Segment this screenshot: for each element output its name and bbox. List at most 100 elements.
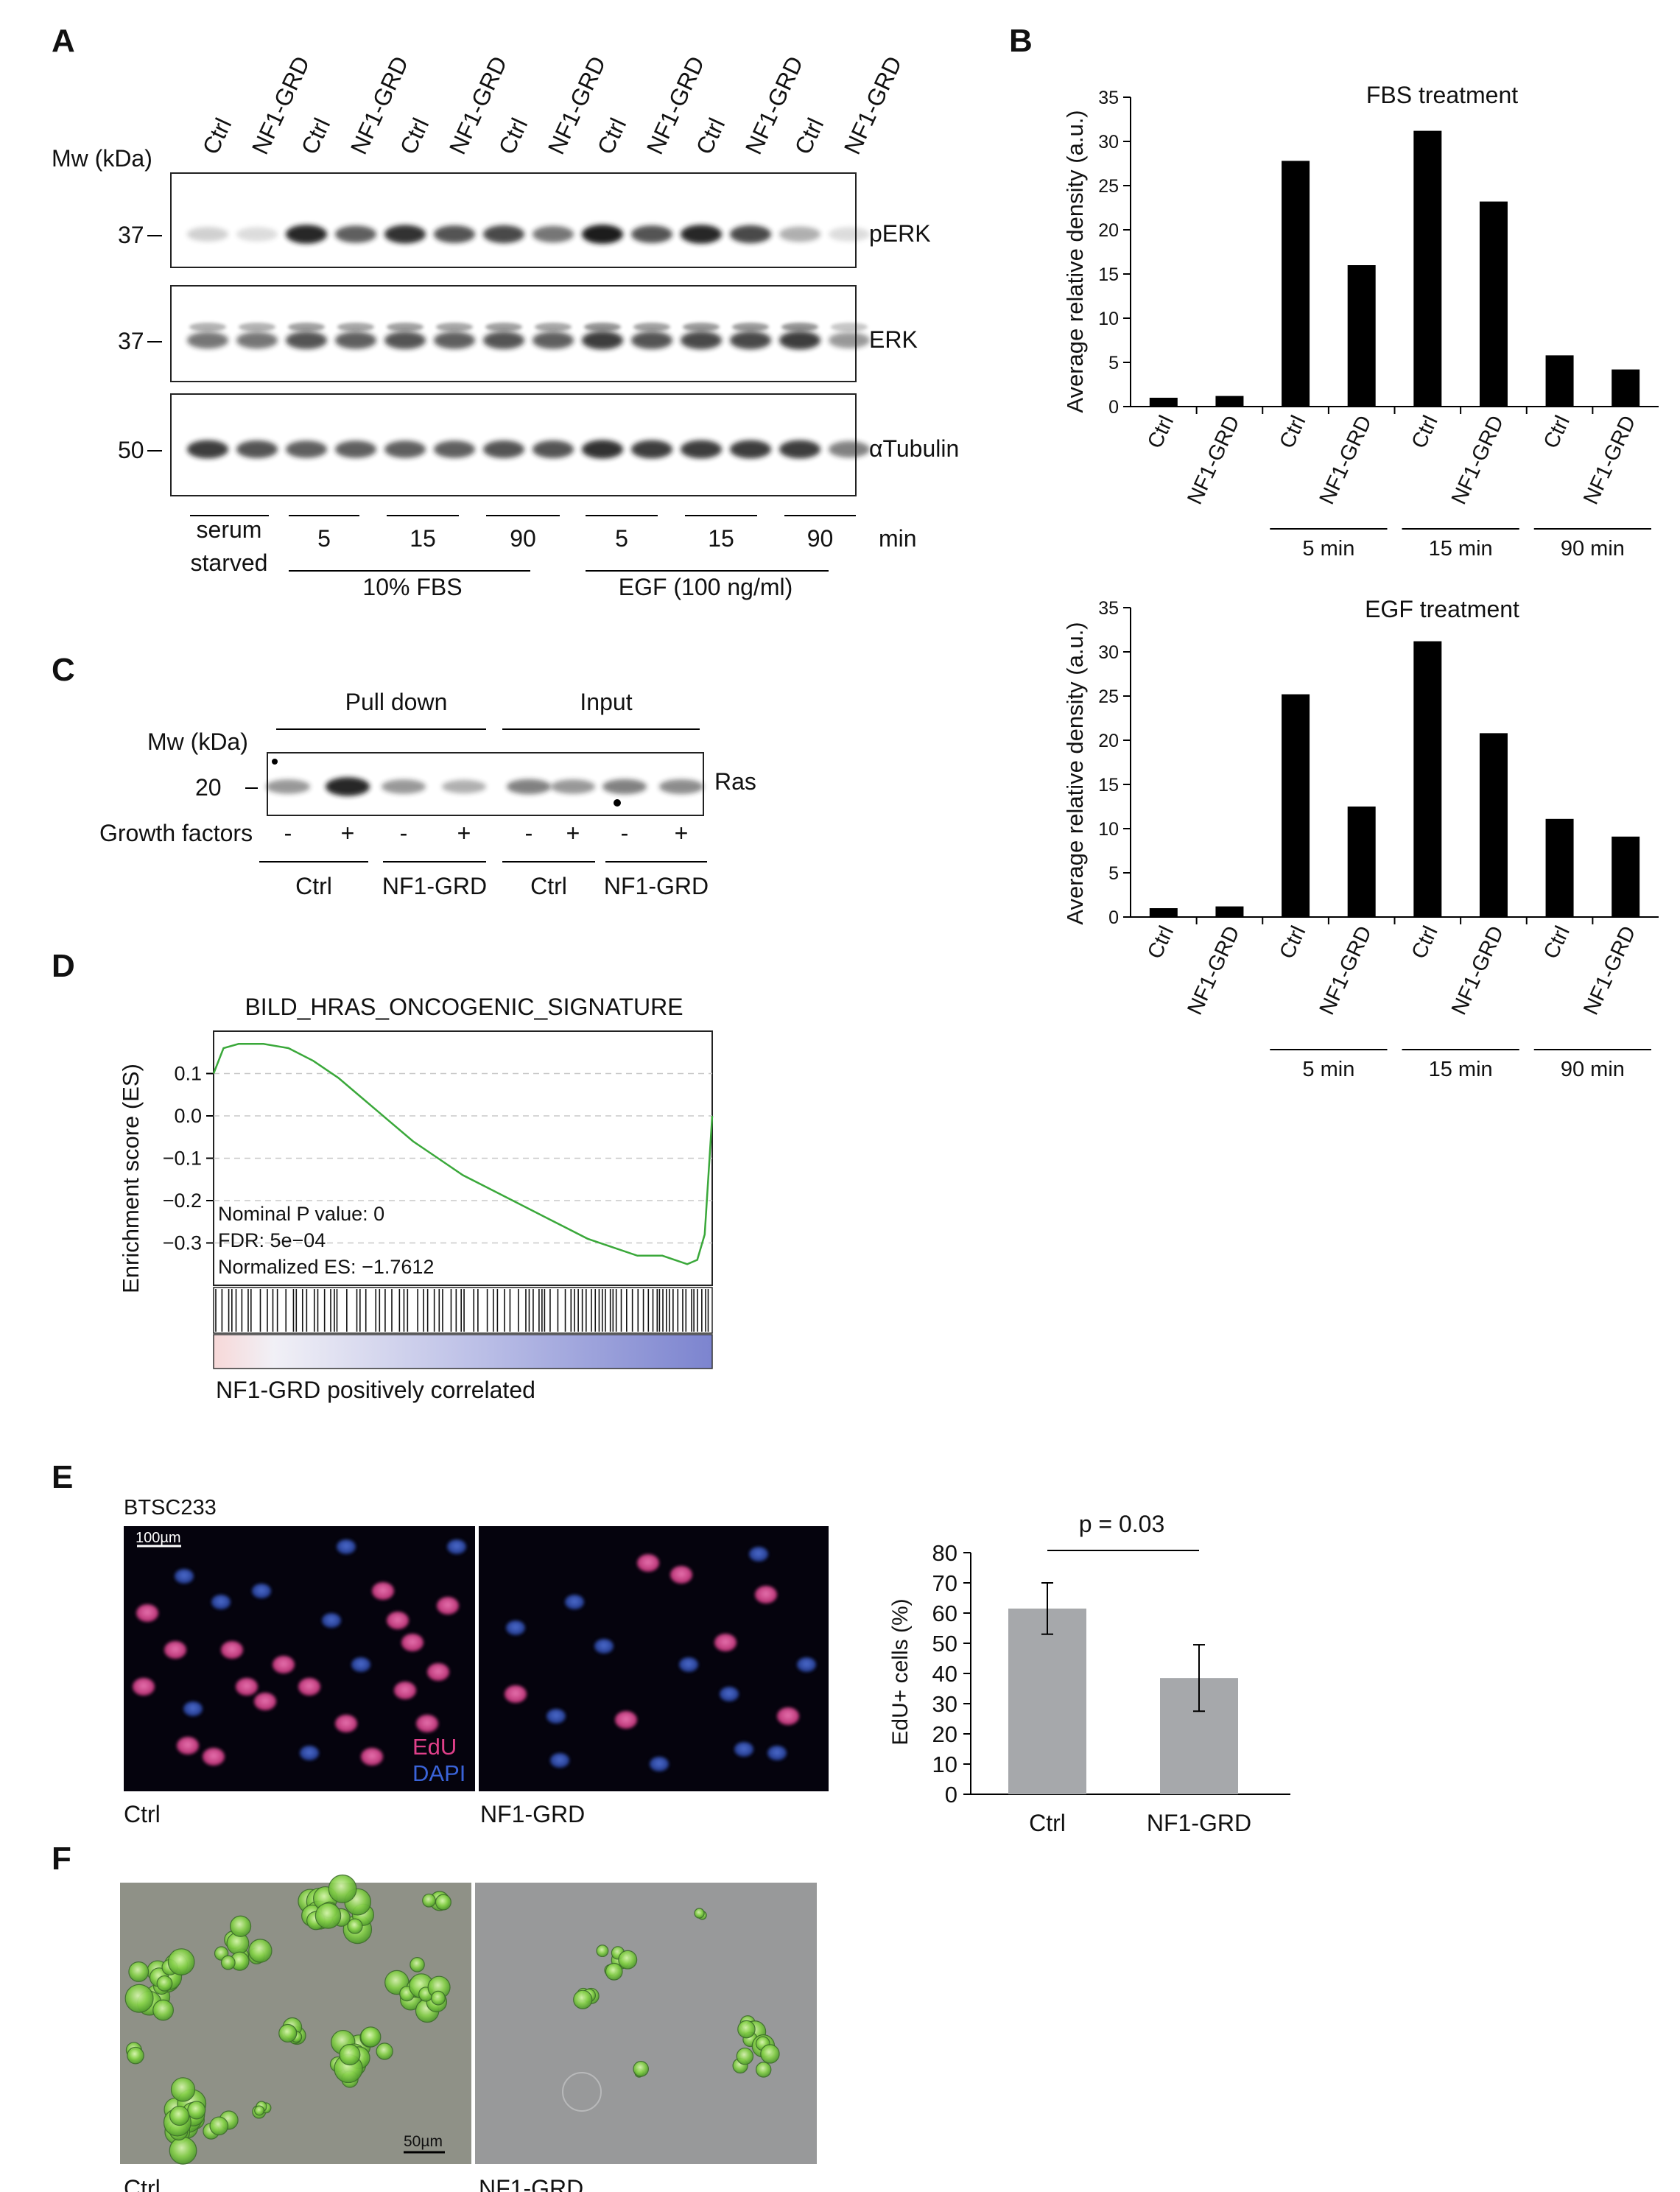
band-upper [535,323,572,331]
time-unit-a: min [879,525,917,552]
sphere-cell [573,1989,593,2009]
panel-letter-c: C [52,652,75,688]
neurosphere-clusters [124,1875,780,2165]
band [779,331,820,350]
group-label: NF1-GRD [382,873,487,899]
y-tick-label: 20 [1098,731,1119,751]
band [326,777,370,796]
band-upper [436,323,473,331]
enrichment-curve [212,1043,714,1265]
dapi-nucleus [749,1547,768,1562]
edu-nucleus [401,1634,423,1651]
edu-nucleus [437,1597,459,1615]
sphere-cell [422,1893,436,1908]
band-upper [683,323,720,331]
edu-nucleus [755,1586,777,1603]
panel-d: D BILD_HRAS_ONCOGENIC_SIGNATURE Enrichme… [52,948,714,1403]
sphere-cell [736,2047,754,2065]
panel-letter-f: F [52,1841,71,1877]
gf-sign: - [525,820,533,846]
edu-nucleus [221,1641,243,1659]
band [582,225,623,244]
time-label: 15 [708,525,734,552]
image-label-ctrl-e: Ctrl [124,1801,161,1827]
edu-nucleus [203,1748,225,1766]
x-tick-label: NF1-GRD [1447,412,1508,507]
dapi-nucleus [252,1584,271,1598]
y-tick-label: 20 [1098,220,1119,241]
band [483,331,524,349]
dapi-nucleus [322,1613,341,1628]
band [483,440,524,458]
band [602,779,647,795]
x-tick-label: Ctrl [1539,412,1575,452]
dapi-nucleus [767,1746,787,1760]
dapi-nucleus [550,1753,569,1768]
band-upper [633,323,670,331]
band [533,331,574,349]
band [829,227,870,242]
pulldown-groups: Ctrl NF1-GRD Ctrl NF1-GRD [259,861,709,899]
sphere-cell [124,1984,154,2013]
y-tick-label: 50 [932,1631,957,1657]
edu-nucleus [335,1715,357,1732]
gsea-stat-pvalue: Nominal P value: 0 [218,1203,384,1225]
bar [1149,398,1178,407]
x-tick-label: Ctrl [1275,412,1310,452]
sphere-cell [254,2105,265,2116]
barcode-frame [213,1287,713,1334]
mw-marker: 37 [118,328,144,354]
dapi-nucleus [797,1657,816,1672]
sphere-cell [760,2044,780,2064]
time-label: 90 [510,525,536,552]
band [582,440,623,459]
edu-nucleus [236,1678,258,1696]
bar [1413,130,1442,407]
dapi-nucleus [211,1595,231,1609]
band [266,779,310,794]
band [829,440,870,458]
band [384,440,426,458]
dapi-nucleus [594,1639,614,1654]
x-tick-label: NF1-GRD [1315,412,1377,507]
band [829,332,870,348]
edu-nucleus [387,1612,409,1629]
gf-sign: - [400,820,408,846]
band [631,440,672,459]
band [187,440,228,459]
sphere-cell [328,1875,357,1903]
x-tick-label: NF1-GRD [1183,922,1244,1018]
section-label-pulldown: Pull down [345,689,448,715]
bar [1282,694,1310,917]
lane-label: Ctrl [592,114,632,158]
band-upper [485,323,522,331]
edu-nucleus [615,1711,637,1729]
sphere-cell [314,1903,342,1929]
edu-nucleus [394,1682,416,1699]
y-tick-label: 35 [1098,88,1119,108]
sphere-cell [339,2044,361,2066]
edu-nucleus [505,1685,527,1703]
band [551,779,595,794]
sphere-cell [633,2061,649,2077]
band [483,225,524,244]
time-group-label: 15 min [1429,537,1493,561]
x-tick-label: Ctrl [1539,922,1575,962]
edu-nucleus [670,1566,692,1584]
brightfield-nf1grd-spheres [475,1883,817,2164]
gf-sign: - [284,820,292,846]
band [533,225,574,243]
y-tick-label: 15 [1098,264,1119,285]
sphere-cell [248,1939,273,1963]
dapi-nucleus [175,1569,194,1584]
sphere-cell [152,1999,174,2021]
sphere-cell [596,1945,609,1958]
panel-letter-e: E [52,1459,73,1495]
x-tick-label: Ctrl [1143,412,1178,452]
image-label-ctrl-f: Ctrl [124,2175,161,2192]
y-axis-label-fbs: Average relative density (a.u.) [1062,110,1088,412]
bar [1347,807,1376,917]
lane-label: Ctrl [691,114,731,158]
